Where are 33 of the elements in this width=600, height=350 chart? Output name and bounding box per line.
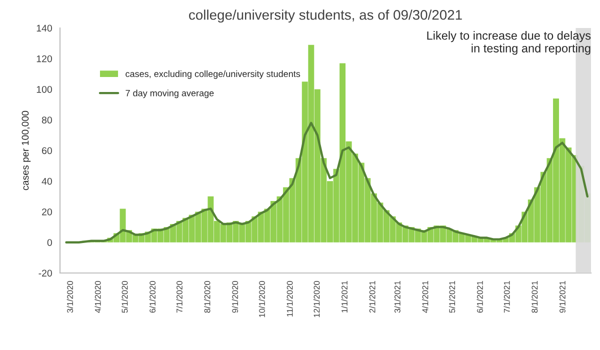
- y-tick-label: 20: [42, 208, 52, 216]
- y-tick-label: 80: [42, 116, 52, 124]
- x-tick-label: 7/1/2020: [176, 280, 182, 313]
- chart-title: college/university students, as of 09/30/2021: [189, 10, 462, 23]
- y-tick-label: 0: [47, 239, 52, 246]
- x-tick-label: 9/1/2021: [559, 281, 566, 313]
- x-tick-label: 8/1/2020: [204, 280, 210, 313]
- x-tick-label: 5/1/2020: [122, 280, 128, 313]
- x-tick-label: 5/1/2021: [448, 281, 456, 313]
- x-tick-label: 4/1/2021: [422, 281, 428, 313]
- x-tick-label: 3/1/2020: [66, 280, 73, 313]
- x-tick-label: 10/1/2020: [258, 280, 265, 318]
- legend-label: 7 day moving average: [126, 90, 214, 98]
- x-tick-label: 11/1/2020: [286, 280, 293, 316]
- legend-label: cases, excluding college/university students: [126, 70, 300, 79]
- x-tick-label: 7/1/2021: [504, 281, 510, 313]
- y-tick-label: 140: [36, 24, 52, 32]
- y-tick-label: 120: [36, 55, 52, 62]
- x-tick-label: 12/1/2020: [314, 280, 320, 318]
- x-tick-label: 6/1/2021: [476, 281, 483, 313]
- x-tick-label: 1/1/2021: [341, 281, 348, 312]
- band-label: Likely to increase due to delays in testing and reporting: [427, 31, 591, 55]
- x-tick-label: 8/1/2021: [532, 281, 538, 313]
- x-tick-label: 4/1/2020: [94, 280, 101, 313]
- x-tick-label: 9/1/2020: [232, 280, 238, 313]
- y-tick-label: 60: [42, 147, 52, 154]
- x-tick-label: 3/1/2021: [394, 281, 400, 313]
- x-tick-label: 6/1/2020: [149, 280, 156, 313]
- y-tick-label: 40: [42, 178, 52, 185]
- y-tick-label: -20: [38, 270, 52, 277]
- y-tick-label: 100: [36, 86, 52, 93]
- x-tick-label: 2/1/2021: [369, 281, 376, 313]
- y-axis-title: cases per 100,000: [22, 110, 31, 190]
